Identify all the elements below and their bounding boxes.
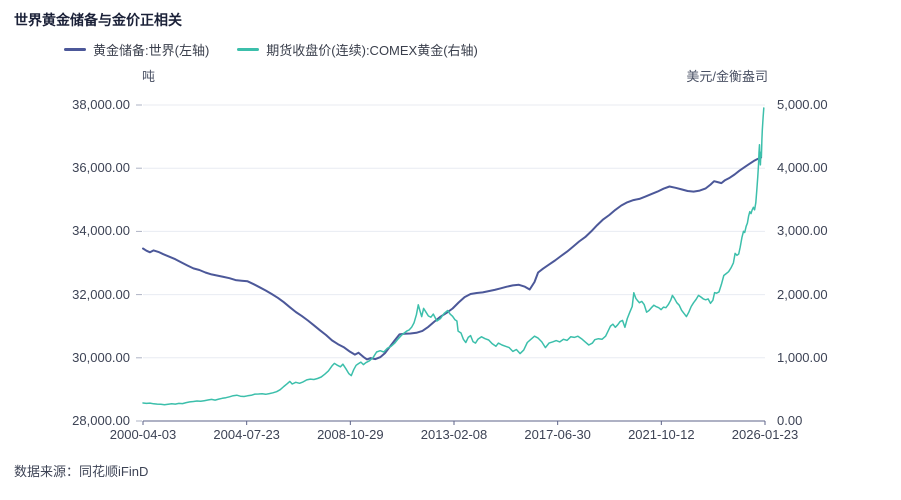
series-line-price[interactable] [142, 107, 765, 406]
axis-tick-label: 0.00 [777, 413, 803, 428]
axis-tick-label: 32,000.00 [72, 286, 130, 302]
legend-label: 期货收盘价(连续):COMEX黄金(右轴) [266, 43, 478, 58]
legend-label: 黄金储备:世界(左轴) [93, 43, 210, 58]
axis-tick-label: 34,000.00 [72, 223, 130, 239]
legend-item-price[interactable]: 期货收盘价(连续):COMEX黄金(右轴) [237, 40, 478, 59]
axis-tick-label: 5,000.00 [777, 97, 828, 112]
right-axis-unit: 美元/金衡盎司 [686, 69, 768, 84]
axis-tick-label: 38,000.00 [72, 97, 130, 112]
axis-tick-label: 2000-04-03 [109, 427, 177, 442]
legend-line-marker-icon [64, 48, 86, 51]
axis-tick-label: 2017-06-30 [524, 427, 591, 442]
footer-source: 数据来源：同花顺iFinD [14, 464, 149, 479]
axis-tick-label: 2013-02-08 [420, 427, 488, 442]
axis-tick-label: 1,000.00 [777, 349, 828, 365]
axis-tick-label: 2008-10-29 [317, 427, 384, 442]
axis-tick-label: 36,000.00 [72, 160, 130, 176]
axis-tick-label: 2,000.00 [777, 286, 828, 302]
axis-tick-label: 2004-07-23 [213, 427, 280, 442]
axis-tick-label: 2021-10-12 [628, 427, 695, 442]
left-axis-unit: 吨 [142, 69, 156, 84]
axis-tick-label: 4,000.00 [777, 160, 828, 176]
axis-tick-label: 3,000.00 [777, 223, 828, 239]
legend: 黄金储备:世界(左轴) 期货收盘价(连续):COMEX黄金(右轴) [64, 40, 478, 59]
legend-line-marker-icon [237, 48, 260, 51]
axis-tick-label: 30,000.00 [72, 349, 130, 365]
axis-tick-label: 2026-01-23 [731, 427, 799, 442]
series-line-reserves[interactable] [142, 156, 763, 361]
axis-tick-label: 28,000.00 [72, 413, 130, 428]
legend-item-reserves[interactable]: 黄金储备:世界(左轴) [64, 40, 209, 59]
chart-title: 世界黄金储备与金价正相关 [14, 12, 182, 28]
